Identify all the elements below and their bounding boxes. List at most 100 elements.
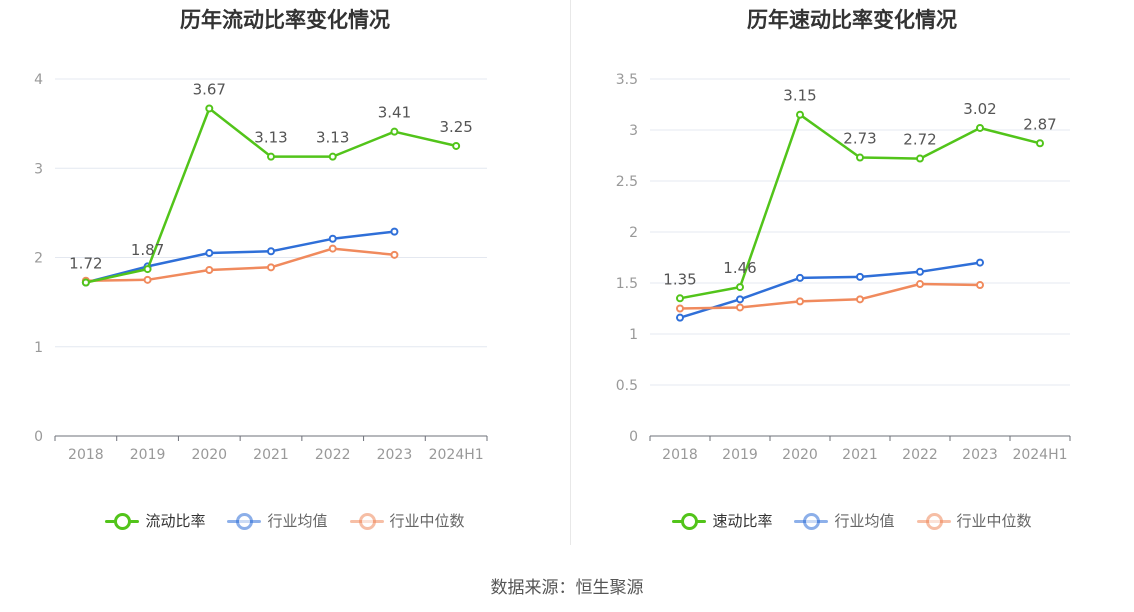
x-tick-label: 2021 (253, 447, 289, 463)
data-point (1036, 139, 1044, 148)
data-point (976, 258, 984, 267)
legend-item-avg[interactable]: 行业均值 (794, 510, 895, 531)
data-point (81, 278, 90, 287)
y-tick-label: 1 (34, 340, 43, 356)
x-tick-label: 2019 (130, 447, 166, 463)
x-tick-label: 2022 (315, 447, 351, 463)
chart-title: 历年流动比率变化情况 (180, 8, 390, 32)
legend-swatch (794, 512, 829, 530)
legend-swatch (916, 512, 951, 530)
x-tick-label: 2021 (842, 447, 878, 463)
legend-label: 速动比率 (712, 512, 773, 530)
quick-ratio-plot: 0 0.5 1 1.5 2 2.5 3 3.5 2018 2019 2020 2021 2022 2023… (616, 72, 1071, 463)
data-label: 1.46 (723, 259, 756, 277)
y-tick-label: 2 (629, 225, 638, 241)
y-tick-label: 2 (34, 251, 43, 267)
data-point (796, 110, 804, 119)
x-tick-label: 2019 (722, 447, 758, 463)
data-point (856, 295, 864, 304)
data-point (796, 297, 804, 306)
data-point (328, 152, 337, 161)
data-point (796, 273, 804, 282)
data-point (143, 265, 152, 274)
data-label: 1.87 (131, 241, 164, 259)
legend-swatch (105, 512, 140, 530)
chart-title: 历年速动比率变化情况 (747, 8, 957, 32)
x-tick-label: 2023 (377, 447, 413, 463)
legend-swatch (349, 512, 384, 530)
panel-divider (570, 0, 571, 545)
data-label: 3.25 (439, 118, 472, 136)
y-tick-label: 0 (629, 429, 638, 445)
legend-label: 行业均值 (267, 512, 328, 530)
data-point (856, 153, 864, 162)
chart-legend: 流动比率 行业均值 行业中位数 (0, 510, 570, 531)
y-tick-label: 1 (629, 327, 638, 343)
data-source-note: 数据来源：恒生聚源 (490, 578, 644, 598)
data-label: 3.41 (378, 104, 411, 122)
y-tick-label: 3 (34, 161, 43, 177)
data-point (976, 123, 984, 132)
y-tick-label: 2.5 (616, 174, 638, 190)
x-tick-label: 2018 (662, 447, 698, 463)
data-label: 2.87 (1023, 115, 1056, 133)
data-label: 2.73 (843, 130, 876, 148)
legend-label: 流动比率 (145, 512, 206, 530)
y-tick-label: 1.5 (616, 276, 638, 292)
data-point (205, 104, 214, 113)
data-label: 1.72 (69, 254, 102, 272)
data-point (267, 152, 275, 161)
data-point (328, 234, 337, 243)
data-point (736, 303, 744, 312)
data-label: 2.72 (903, 131, 936, 149)
chart-legend: 速动比率 行业均值 行业中位数 (570, 510, 1134, 531)
data-label: 3.15 (783, 87, 816, 105)
data-point (328, 244, 337, 253)
data-point (916, 267, 924, 276)
legend-label: 行业均值 (834, 512, 895, 530)
data-point (390, 227, 399, 236)
data-point (736, 283, 744, 292)
legend-item-primary[interactable]: 速动比率 (672, 510, 772, 531)
data-point (390, 127, 399, 136)
data-label: 3.13 (254, 129, 287, 147)
x-tick-label: 2024H1 (1012, 447, 1067, 463)
y-tick-label: 3.5 (616, 72, 638, 88)
data-point (267, 247, 275, 256)
legend-swatch (227, 512, 262, 530)
legend-item-median[interactable]: 行业中位数 (349, 510, 465, 531)
x-tick-label: 2022 (902, 447, 938, 463)
x-tick-label: 2023 (962, 447, 998, 463)
data-point (205, 249, 214, 258)
series-line-median (679, 282, 981, 310)
legend-item-median[interactable]: 行业中位数 (916, 510, 1032, 531)
data-point (676, 304, 684, 313)
data-point (916, 280, 924, 289)
data-point (916, 154, 924, 163)
series-line-avg (85, 230, 395, 284)
data-point (676, 294, 684, 303)
data-label: 3.67 (193, 80, 226, 98)
series-line-median (85, 247, 395, 282)
data-point (267, 263, 275, 272)
data-point (736, 295, 744, 304)
legend-label: 行业中位数 (956, 512, 1032, 530)
quick-ratio-chart: 历年速动比率变化情况 0 0.5 1 1.5 2 2.5 3 3.5 2018 2019 2020 2… (570, 0, 1134, 545)
data-point (676, 313, 684, 322)
data-label: 1.35 (663, 270, 696, 288)
data-point (976, 281, 984, 290)
data-label: 3.02 (963, 100, 996, 118)
y-tick-label: 4 (34, 72, 43, 88)
current-ratio-chart: 历年流动比率变化情况 0 1 2 3 4 2018 2019 2020 2021 2022 2023… (0, 0, 570, 545)
x-tick-label: 2020 (782, 447, 818, 463)
legend-item-avg[interactable]: 行业均值 (227, 510, 328, 531)
legend-item-primary[interactable]: 流动比率 (105, 510, 205, 531)
x-tick-label: 2018 (68, 447, 104, 463)
legend-swatch (672, 512, 707, 530)
data-point (205, 265, 214, 274)
data-point (390, 250, 399, 259)
data-point (143, 275, 152, 284)
series-line-avg (679, 261, 981, 319)
data-label: 3.13 (316, 129, 349, 147)
x-tick-label: 2024H1 (429, 447, 484, 463)
